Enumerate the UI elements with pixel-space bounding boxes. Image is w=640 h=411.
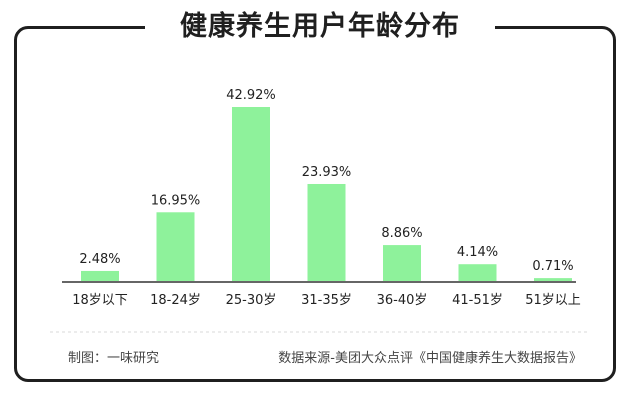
chart-title: 健康养生用户年龄分布 <box>145 8 495 46</box>
data-label-0: 2.48% <box>79 252 120 267</box>
bar-5 <box>458 264 497 281</box>
data-label-3: 23.93% <box>302 165 352 180</box>
category-label-1: 18-24岁 <box>150 293 201 308</box>
data-source-note: 数据来源-美团大众点评《中国健康养生大数据报告》 <box>278 351 582 366</box>
data-label-5: 4.14% <box>457 245 498 260</box>
category-label-3: 31-35岁 <box>301 293 352 308</box>
data-label-1: 16.95% <box>151 193 201 208</box>
category-label-6: 51岁以上 <box>525 293 581 308</box>
data-label-2: 42.92% <box>226 88 276 103</box>
bar-4 <box>383 245 421 281</box>
bar-3 <box>307 183 346 281</box>
bar-1 <box>156 212 195 281</box>
category-label-2: 25-30岁 <box>226 293 277 308</box>
data-label-6: 0.71% <box>532 259 573 274</box>
data-label-4: 8.86% <box>381 226 422 241</box>
category-label-0: 18岁以下 <box>72 293 128 308</box>
category-label-5: 41-51岁 <box>452 293 503 308</box>
bar-0 <box>81 270 119 281</box>
chart-maker-note: 制图：一味研究 <box>68 351 160 366</box>
category-label-4: 36-40岁 <box>377 293 428 308</box>
bar-2 <box>232 107 270 281</box>
bar-6 <box>534 278 572 281</box>
